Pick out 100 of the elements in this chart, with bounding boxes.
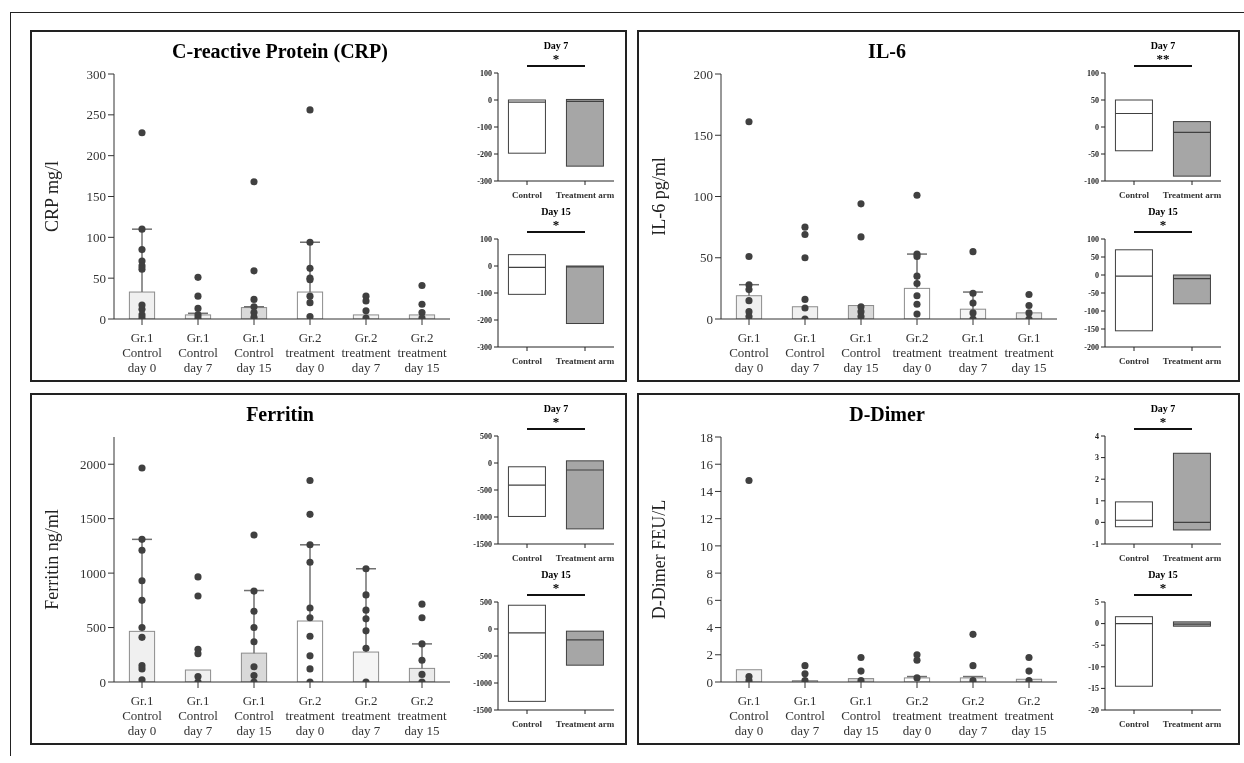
y-tick-label: -300	[477, 342, 492, 352]
y-tick-label: 200	[693, 66, 713, 82]
y-tick-label: -100	[477, 288, 492, 298]
y-tick-label: 50	[700, 250, 713, 266]
x-tick-label: Gr.1 Control day 15	[841, 330, 882, 375]
y-tick-label: 50	[93, 270, 106, 286]
y-tick-label: 0	[488, 624, 492, 634]
x-tick-label: Treatment arm	[1162, 190, 1222, 200]
x-tick-label: Gr.2 treatment day 7	[341, 330, 391, 375]
y-tick-label: 0	[1095, 270, 1099, 280]
x-tick-label: Gr.1 Control day 15	[841, 693, 882, 738]
x-tick-label: Control	[512, 356, 543, 366]
chart-title: Day 7	[1149, 40, 1177, 53]
y-tick-label: 1	[1095, 496, 1099, 506]
y-tick-label: 4	[1095, 431, 1099, 441]
y-tick-label: 0	[488, 95, 492, 105]
x-tick-label: Gr.1 Control day 0	[729, 330, 770, 375]
y-tick-label: 4	[706, 620, 714, 636]
y-tick-label: 500	[480, 431, 492, 441]
y-tick-label: -10	[1088, 662, 1099, 672]
y-tick-label: 16	[700, 456, 714, 472]
y-tick-label: 8	[706, 565, 713, 581]
x-tick-label: Gr.2 treatment day 0	[285, 330, 335, 375]
y-tick-label: 10	[700, 538, 713, 554]
y-tick-label: 0	[1095, 518, 1099, 528]
y-axis-title: CRP mg/l	[42, 161, 63, 232]
y-axis-title: Ferritin ng/ml	[42, 509, 63, 610]
y-tick-label: 18	[700, 429, 713, 445]
x-tick-label: Treatment arm	[555, 190, 615, 200]
text: *	[551, 217, 561, 232]
x-tick-label: Gr.1 Control day 15	[234, 693, 275, 738]
x-tick-label: Treatment arm	[555, 719, 615, 729]
y-tick-label: 0	[1095, 122, 1099, 132]
y-tick-label: -1500	[473, 539, 492, 549]
chart-title: Day 7	[542, 40, 570, 53]
y-tick-label: -50	[1088, 288, 1099, 298]
text: *	[1158, 580, 1168, 595]
y-tick-label: 1500	[80, 511, 106, 527]
y-tick-label: 250	[86, 107, 106, 123]
y-tick-label: 14	[700, 484, 714, 500]
y-tick-label: 0	[1095, 619, 1099, 629]
y-tick-label: 0	[706, 311, 713, 327]
x-tick-label: Gr.2 treatment day 0	[892, 693, 942, 738]
chart-title: IL-6	[867, 40, 907, 64]
y-tick-label: 2	[1095, 475, 1099, 485]
x-tick-label: Gr.1 Control day 7	[178, 330, 219, 375]
y-tick-label: 500	[86, 620, 106, 636]
x-tick-label: Gr.1 treatment day 15	[1004, 330, 1054, 375]
chart-title: Day 15	[1147, 569, 1179, 582]
y-tick-label: -1000	[473, 678, 492, 688]
y-tick-label: 3	[1095, 453, 1099, 463]
chart-title: Day 7	[1149, 403, 1177, 416]
chart-title: D-Dimer	[848, 403, 926, 427]
y-tick-label: 100	[693, 189, 713, 205]
text: *	[551, 580, 561, 595]
x-tick-label: Gr.1 Control day 7	[785, 330, 826, 375]
y-tick-label: -300	[477, 176, 492, 186]
y-tick-label: 50	[1091, 95, 1099, 105]
y-tick-label: 150	[693, 127, 713, 143]
y-tick-label: -1500	[473, 705, 492, 715]
x-tick-label: Treatment arm	[1162, 356, 1222, 366]
y-tick-label: 200	[86, 148, 106, 164]
x-tick-label: Gr.1 Control day 15	[234, 330, 275, 375]
x-tick-label: Control	[1119, 719, 1150, 729]
y-tick-label: 5	[1095, 597, 1099, 607]
x-tick-label: Gr.1 Control day 7	[785, 693, 826, 738]
y-tick-label: -15	[1088, 684, 1099, 694]
x-tick-label: Gr.2 treatment day 0	[285, 693, 335, 738]
y-tick-label: 100	[1087, 234, 1099, 244]
x-tick-label: Gr.2 treatment day 0	[892, 330, 942, 375]
y-axis-title: D-Dimer FEU/L	[649, 499, 670, 620]
x-tick-label: Gr.2 treatment day 15	[397, 330, 447, 375]
x-tick-label: Gr.2 treatment day 7	[948, 693, 998, 738]
x-tick-label: Control	[512, 719, 543, 729]
x-tick-label: Gr.1 Control day 7	[178, 693, 219, 738]
y-tick-label: 0	[99, 674, 106, 690]
y-tick-label: -20	[1088, 705, 1099, 715]
y-tick-label: 0	[488, 458, 492, 468]
y-tick-label: -1000	[473, 512, 492, 522]
x-tick-label: Control	[512, 553, 543, 563]
x-tick-label: Gr.1 Control day 0	[122, 693, 163, 738]
x-tick-label: Gr.2 treatment day 15	[1004, 693, 1054, 738]
chart-title: Day 15	[1147, 206, 1179, 219]
x-tick-label: Gr.2 treatment day 7	[341, 693, 391, 738]
y-tick-label: 100	[480, 234, 492, 244]
y-tick-label: -100	[1084, 306, 1099, 316]
x-tick-label: Control	[512, 190, 543, 200]
chart-title: Day 7	[542, 403, 570, 416]
y-tick-label: -200	[1084, 342, 1099, 352]
y-tick-label: 100	[1087, 68, 1099, 78]
y-tick-label: 150	[86, 189, 106, 205]
y-tick-label: -50	[1088, 149, 1099, 159]
x-tick-label: Treatment arm	[555, 553, 615, 563]
y-tick-label: 0	[99, 311, 106, 327]
text: **	[1155, 51, 1171, 66]
x-tick-label: Treatment arm	[1162, 719, 1222, 729]
y-tick-label: 50	[1091, 252, 1099, 262]
text: *	[1158, 414, 1168, 429]
x-tick-label: Control	[1119, 553, 1150, 563]
text: *	[1158, 217, 1168, 232]
